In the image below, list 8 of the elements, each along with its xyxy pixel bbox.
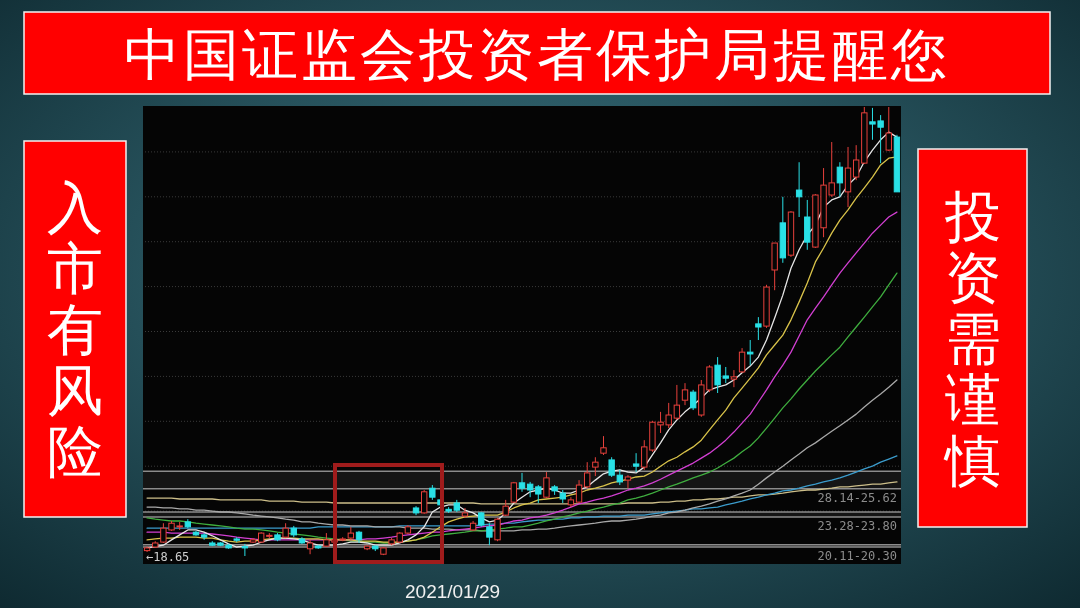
annotation: ←18.65	[146, 550, 190, 564]
annotation: 入市有风险	[47, 174, 103, 484]
annotation: 投资需谨慎	[944, 183, 1001, 493]
band-label: 20.11-20.30	[817, 549, 897, 563]
title: 中国证监会投资者保护局提醒您	[124, 21, 950, 87]
annotation: 2021/01/29	[405, 580, 501, 602]
band-label: 23.28-23.80	[817, 518, 897, 533]
band-label: 28.14-25.62	[817, 490, 897, 505]
